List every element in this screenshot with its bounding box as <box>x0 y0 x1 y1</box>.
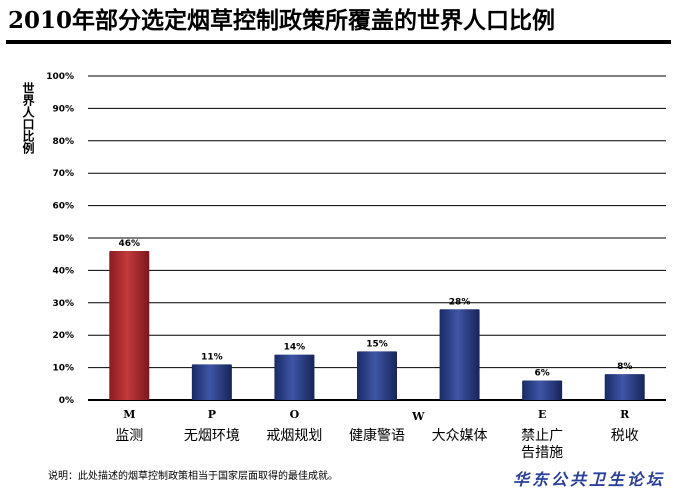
chart-title: 2010年部分选定烟草控制政策所覆盖的世界人口比例 <box>8 7 556 34</box>
data-label: 28% <box>449 297 471 307</box>
data-label: 6% <box>535 369 550 379</box>
y-axis-label: 世界人口比例 <box>21 82 35 154</box>
mpower-letter-w: W <box>411 410 425 423</box>
mpower-letter: O <box>290 408 300 421</box>
data-label: 11% <box>201 352 223 362</box>
y-tick-label: 10% <box>52 364 74 374</box>
x-tick-label: 戒烟规划 <box>266 428 322 444</box>
x-tick-label: 无烟环境 <box>184 428 240 444</box>
y-tick-label: 80% <box>52 137 74 147</box>
y-tick-label: 50% <box>52 234 74 244</box>
mpower-letter: E <box>538 408 546 421</box>
bar-戒烟规划 <box>274 354 315 400</box>
x-tick-label: 健康警语 <box>349 427 405 444</box>
y-tick-label: 20% <box>52 331 74 341</box>
x-tick-label: 大众媒体 <box>432 428 488 444</box>
y-tick-label: 60% <box>52 202 74 212</box>
data-label: 46% <box>119 239 141 249</box>
x-tick-label: 告措施 <box>521 445 563 461</box>
bar-健康警语 <box>357 351 397 400</box>
mpower-letter: P <box>208 408 216 421</box>
data-label: 15% <box>366 339 388 349</box>
x-tick-label: 监测 <box>115 428 143 444</box>
bar-大众媒体 <box>439 309 480 400</box>
y-tick-label: 70% <box>52 169 74 179</box>
y-tick-label: 100% <box>46 72 74 82</box>
y-tick-label: 30% <box>52 299 74 309</box>
bar-无烟环境 <box>191 364 232 400</box>
bar-禁止广告措施 <box>522 380 563 400</box>
watermark: 华东公共卫生论坛 <box>512 470 665 489</box>
y-tick-label: 40% <box>52 266 74 276</box>
x-tick-label: 税收 <box>611 428 639 444</box>
title-underline <box>6 40 671 44</box>
x-tick-label: 禁止广 <box>521 428 563 444</box>
data-label: 14% <box>284 343 306 353</box>
y-tick-label: 90% <box>52 104 74 114</box>
bar-税收 <box>604 374 645 400</box>
bar-监测 <box>109 250 150 400</box>
data-label: 8% <box>617 362 632 372</box>
mpower-letter: M <box>123 408 135 421</box>
y-tick-label: 0% <box>59 396 74 406</box>
footnote: 说明：此处描述的烟草控制政策相当于国家层面取得的最佳成就。 <box>48 471 338 482</box>
mpower-letter: R <box>620 408 630 421</box>
